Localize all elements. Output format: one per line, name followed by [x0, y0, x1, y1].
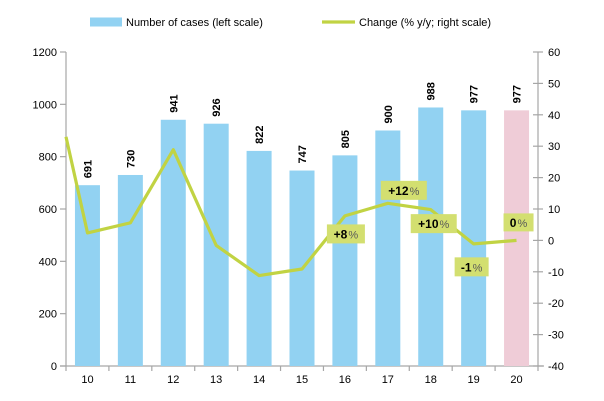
x-axis-category-label: 12: [167, 374, 179, 386]
x-axis-category-label: 11: [125, 374, 136, 386]
right-axis-tick-label: 20: [548, 173, 560, 185]
left-axis-tick-label: 1000: [33, 99, 57, 111]
bar-value-label: 988: [426, 82, 438, 100]
change-label-text: -1%: [461, 260, 483, 274]
change-label-box: [454, 257, 489, 277]
bar: [160, 119, 186, 366]
x-axis-category-label: 17: [382, 374, 394, 386]
right-axis-tick-label: 0: [548, 235, 554, 247]
change-point-labels: +8% +12% +10% -1% 0%: [326, 180, 534, 277]
right-axis-tick-label: 50: [548, 78, 560, 90]
left-axis-tick-label: 400: [39, 256, 57, 268]
x-axis-category-label: 10: [81, 374, 93, 386]
x-axis-category-label: 15: [296, 374, 308, 386]
change-label-text: +10%: [418, 217, 449, 231]
left-axis-tick-label: 600: [39, 204, 57, 216]
change-label-box: [410, 214, 457, 234]
left-axis-tick-label: 200: [39, 309, 57, 321]
left-axis-tick-label: 1200: [33, 47, 57, 59]
legend-line-label: Change (% y/y; right scale): [359, 17, 491, 29]
right-axis-tick-label: 10: [548, 204, 560, 216]
bar: [504, 110, 530, 366]
left-axis-tick-label: 800: [39, 152, 57, 164]
bar: [375, 130, 401, 366]
bar: [246, 150, 272, 366]
bar-value-label: 900: [383, 105, 395, 123]
change-label-box: [326, 224, 365, 244]
change-label-text: 0%: [510, 216, 528, 230]
bar-value-label: 926: [211, 98, 223, 116]
bar: [418, 107, 444, 367]
right-axis-tick-label: 30: [548, 141, 560, 153]
change-label-box: [380, 180, 427, 200]
change-label-text: +8%: [334, 227, 359, 241]
bar: [74, 185, 100, 366]
bar-value-label: 941: [168, 94, 180, 112]
axes: 0 200 400 600 800 1000 1200 -40 -30 -20 -10 0 10 20 30…: [33, 47, 564, 386]
bar-value-label: 691: [82, 160, 94, 178]
legend: Number of cases (left scale) Change (% y/…: [90, 17, 491, 29]
bar-value-labels: 691 730 941 926 822 747 805 900 988 977 977: [82, 82, 523, 178]
bar-value-label: 822: [254, 126, 266, 144]
legend-bar-label: Number of cases (left scale): [126, 17, 263, 29]
bar-value-label: 730: [125, 150, 137, 168]
bar-value-label: 805: [340, 130, 352, 148]
x-axis-category-label: 19: [468, 374, 480, 386]
bar: [117, 174, 143, 366]
bar-value-label: 977: [512, 85, 524, 103]
right-axis-tick-label: -40: [548, 361, 564, 373]
right-axis-tick-label: -30: [548, 330, 564, 342]
bar-value-label: 747: [297, 145, 309, 163]
bar: [332, 155, 358, 366]
legend-bar-swatch: [90, 17, 122, 27]
x-axis-category-label: 16: [339, 374, 351, 386]
x-axis-category-label: 18: [425, 374, 437, 386]
x-axis-category-label: 13: [210, 374, 222, 386]
right-axis-tick-label: 60: [548, 47, 560, 59]
x-axis-category-label: 14: [253, 374, 265, 386]
right-axis-tick-label: -10: [548, 267, 564, 279]
change-label-text: +12%: [388, 184, 419, 198]
change-label-box: [503, 213, 534, 232]
right-axis-tick-label: -20: [548, 298, 564, 310]
bar-value-label: 977: [469, 85, 481, 103]
left-axis-tick-label: 0: [51, 361, 57, 373]
right-axis-tick-label: 40: [548, 110, 560, 122]
x-axis-category-label: 20: [510, 374, 522, 386]
